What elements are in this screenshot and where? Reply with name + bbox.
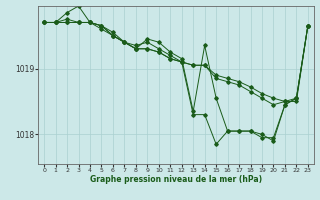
X-axis label: Graphe pression niveau de la mer (hPa): Graphe pression niveau de la mer (hPa) [90,175,262,184]
